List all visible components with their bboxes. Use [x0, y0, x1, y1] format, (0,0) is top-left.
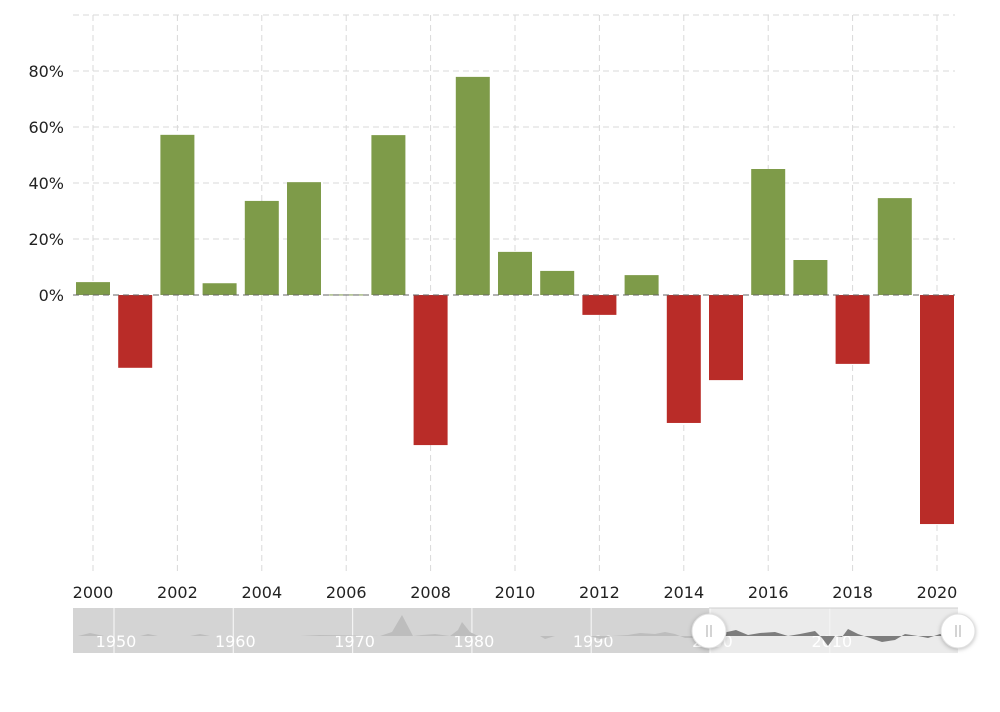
y-axis: 0% 20% 40% 60% 80% [28, 62, 64, 305]
bar-2008[interactable] [413, 295, 448, 446]
bar-2019[interactable] [877, 198, 912, 295]
handle-knob[interactable] [691, 613, 727, 649]
navigator-label: 1980 [454, 632, 495, 651]
navigator-mask [73, 608, 709, 653]
navigator-series-selected [709, 629, 950, 646]
bar-2015[interactable] [709, 295, 743, 381]
navigator-label: 1970 [334, 632, 375, 651]
bar-2001[interactable] [118, 295, 153, 368]
x-tick-label: 2008 [410, 583, 451, 602]
x-tick-label: 2012 [579, 583, 620, 602]
bar-2003[interactable] [202, 283, 237, 295]
bar-2000[interactable] [76, 282, 110, 295]
bar-2005[interactable] [287, 182, 321, 295]
navigator-right-handle[interactable] [940, 613, 976, 649]
x-tick-label: 2000 [73, 583, 114, 602]
bar-2018[interactable] [835, 295, 870, 364]
bar-2004[interactable] [244, 200, 279, 295]
navigator-label: 1990 [573, 632, 614, 651]
bar-2014[interactable] [666, 295, 701, 423]
bar-2011[interactable] [540, 270, 575, 295]
bar-2013[interactable] [624, 275, 659, 295]
y-tick-label: 40% [28, 174, 64, 193]
x-tick-label: 2006 [326, 583, 367, 602]
y-tick-label: 0% [39, 286, 64, 305]
x-tick-label: 2004 [241, 583, 282, 602]
navigator-series-masked [78, 615, 709, 639]
navigator-label: 1950 [96, 632, 137, 651]
x-tick-label: 2014 [663, 583, 704, 602]
bar-2020[interactable] [920, 295, 954, 525]
bar-2016[interactable] [751, 169, 786, 295]
bar-2002[interactable] [160, 134, 195, 295]
x-tick-label: 2020 [917, 583, 958, 602]
x-tick-label: 2010 [495, 583, 536, 602]
handle-knob[interactable] [940, 613, 976, 649]
navigator-left-handle[interactable] [691, 613, 727, 649]
grip-lines-icon [706, 625, 712, 637]
bar-2007[interactable] [371, 135, 406, 295]
x-axis: 2000 2002 2004 2006 2008 2010 2012 2014 2016 2018… [73, 583, 958, 602]
y-tick-label: 20% [28, 230, 64, 249]
range-navigator[interactable]: 1950196019701980199020002010 [73, 607, 976, 653]
navigator-label: 1960 [215, 632, 256, 651]
bar-2010[interactable] [498, 251, 532, 295]
y-tick-label: 80% [28, 62, 64, 81]
bar-series [73, 76, 955, 525]
x-tick-label: 2016 [748, 583, 789, 602]
bar-2012[interactable] [582, 295, 617, 315]
y-tick-label: 60% [28, 118, 64, 137]
x-tick-label: 2018 [832, 583, 873, 602]
x-tick-label: 2002 [157, 583, 198, 602]
grip-lines-icon [955, 625, 961, 637]
bar-2017[interactable] [793, 260, 828, 295]
bar-2009[interactable] [455, 76, 490, 295]
